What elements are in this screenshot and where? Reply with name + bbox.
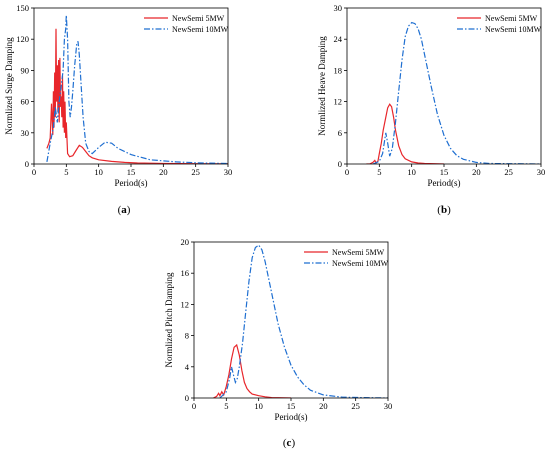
x-tick-label: 5 <box>224 401 228 411</box>
y-tick-label: 150 <box>16 3 29 13</box>
x-tick-label: 25 <box>504 167 513 177</box>
y-tick-label: 12 <box>181 299 190 309</box>
x-tick-label: 20 <box>319 401 328 411</box>
y-tick-label: 0 <box>338 159 342 169</box>
x-tick-label: 10 <box>407 167 416 177</box>
panel-label: (a) <box>118 204 131 216</box>
chart-panel-1: 0 5 10 15 20 25 30 0 6 12 18 24 30 Period(s) Normlized… <box>317 3 545 216</box>
legend: NewSemi 5MW NewSemi 10MW <box>457 14 542 34</box>
y-tick-label: 12 <box>334 97 343 107</box>
series-line-5mw <box>213 343 292 398</box>
x-tick-label: 0 <box>32 167 36 177</box>
series-line-5mw <box>46 28 228 164</box>
x-tick-label: 25 <box>351 401 360 411</box>
legend-label: NewSemi 10MW <box>485 25 542 34</box>
y-tick-label: 4 <box>185 362 190 372</box>
legend-label: NewSemi 10MW <box>172 25 229 34</box>
x-tick-label: 20 <box>472 167 481 177</box>
y-axis-label: Normlized Surge Damping <box>4 37 14 135</box>
legend-label: NewSemi 10MW <box>332 259 389 268</box>
x-tick-label: 0 <box>192 401 196 411</box>
x-tick-label: 0 <box>345 167 349 177</box>
x-tick-label: 5 <box>64 167 68 177</box>
y-tick-label: 24 <box>334 34 343 44</box>
x-tick-label: 10 <box>94 167 103 177</box>
x-tick-label: 30 <box>537 167 546 177</box>
y-tick-label: 60 <box>21 97 30 107</box>
y-tick-label: 30 <box>21 128 30 138</box>
x-tick-label: 15 <box>127 167 136 177</box>
y-tick-label: 20 <box>181 237 190 247</box>
x-tick-label: 30 <box>224 167 233 177</box>
chart-panel-2: 0 5 10 15 20 25 30 0 4 8 12 16 20 Period(s) Normlized … <box>164 237 392 449</box>
series-line-10mw <box>46 15 228 164</box>
legend-label: NewSemi 5MW <box>332 248 385 257</box>
panel-label: (b) <box>437 204 451 216</box>
y-tick-label: 30 <box>334 3 343 13</box>
series-line-10mw <box>219 244 388 398</box>
y-axis-label: Normlized Pitch Damping <box>164 272 174 367</box>
legend: NewSemi 5MW NewSemi 10MW <box>304 248 389 268</box>
x-tick-label: 15 <box>287 401 296 411</box>
y-tick-label: 18 <box>334 65 343 75</box>
x-tick-label: 25 <box>191 167 200 177</box>
x-tick-label: 15 <box>440 167 449 177</box>
x-tick-label: 20 <box>159 167 168 177</box>
y-tick-label: 8 <box>185 331 189 341</box>
y-tick-label: 90 <box>21 65 30 75</box>
x-tick-label: 5 <box>377 167 381 177</box>
series-line-5mw <box>366 103 445 164</box>
legend-label: NewSemi 5MW <box>172 14 225 23</box>
y-tick-label: 6 <box>338 128 342 138</box>
legend-label: NewSemi 5MW <box>485 14 538 23</box>
x-axis-label: Period(s) <box>428 178 461 188</box>
x-tick-label: 30 <box>384 401 393 411</box>
y-tick-label: 0 <box>185 393 189 403</box>
y-tick-label: 0 <box>25 159 29 169</box>
legend: NewSemi 5MW NewSemi 10MW <box>144 14 229 34</box>
x-tick-label: 10 <box>254 401 263 411</box>
y-tick-label: 120 <box>16 34 29 44</box>
series-line-10mw <box>372 21 541 164</box>
x-axis-label: Period(s) <box>115 178 148 188</box>
panel-label: (c) <box>283 437 296 449</box>
chart-panel-0: 0 5 10 15 20 25 30 0 30 60 90 120 150 Period(s) Normli… <box>4 3 232 216</box>
y-axis-label: Normlized Heave Damping <box>317 36 327 136</box>
x-axis-label: Period(s) <box>275 412 308 422</box>
y-tick-label: 16 <box>181 268 190 278</box>
